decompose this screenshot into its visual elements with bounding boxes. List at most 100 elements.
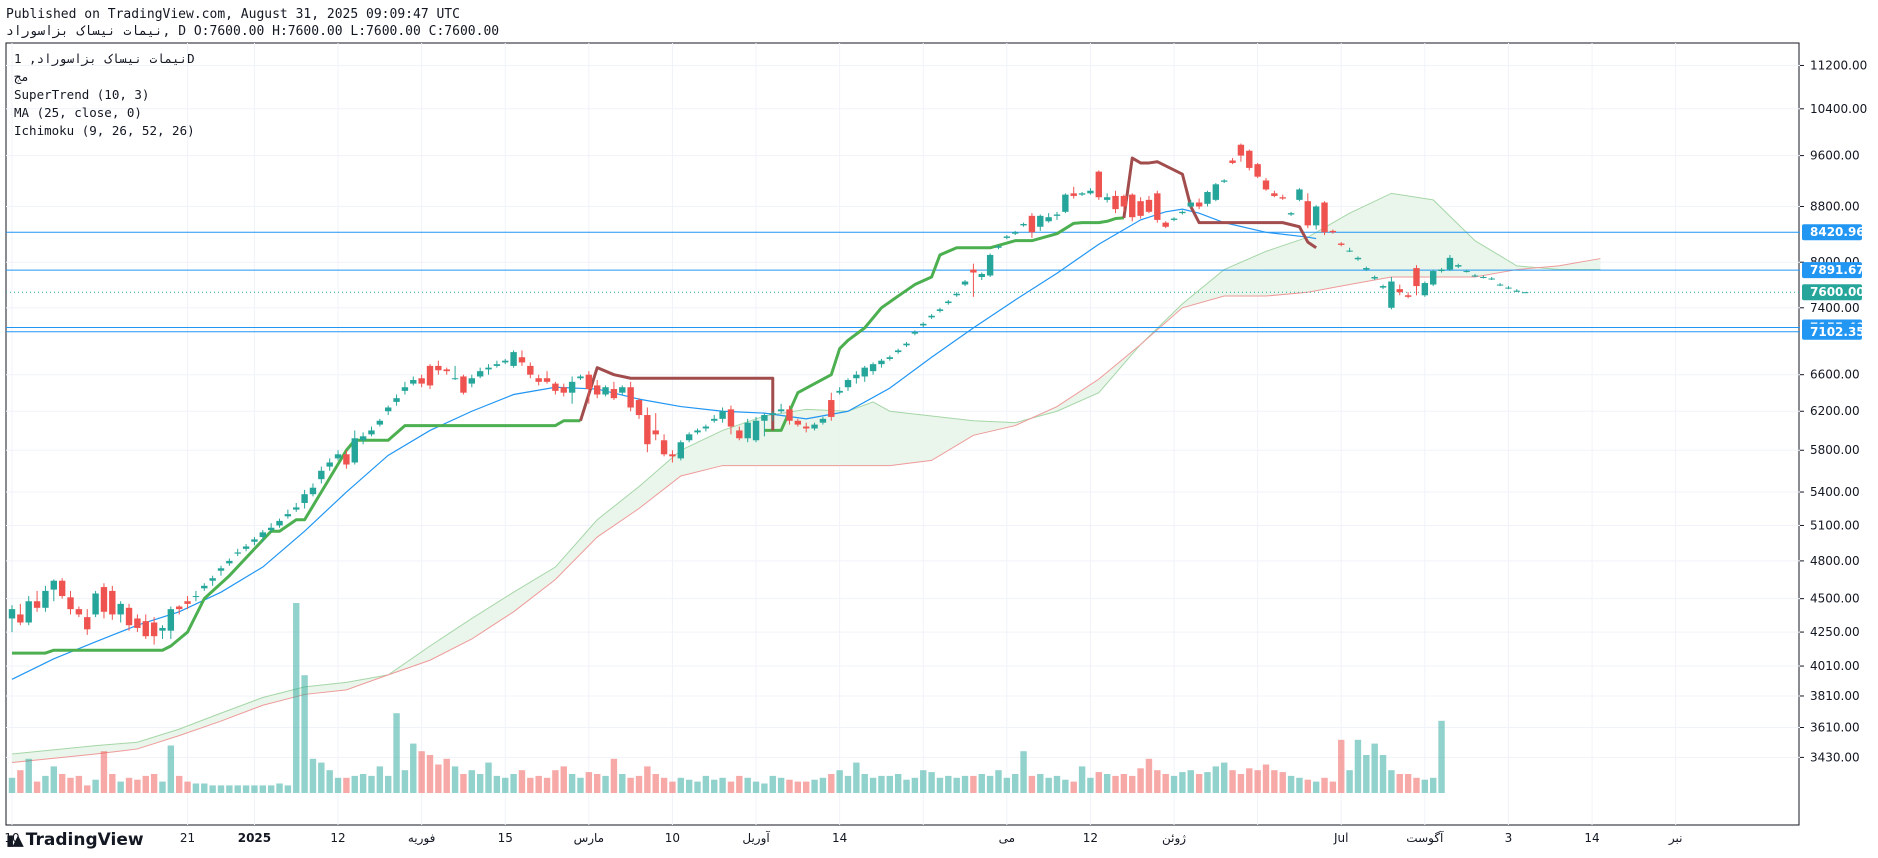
volume-bar [970,775,977,793]
candle [201,583,208,591]
candle [1078,192,1086,196]
y-tick-label: 3810.00 [1810,689,1860,703]
candle [761,413,768,437]
candle [894,348,902,354]
candle-body [1187,202,1194,207]
volume-bar [510,774,517,793]
candle-body [401,387,409,391]
candle-body [936,309,944,311]
legend-ichimoku: Ichimoku (9, 26, 52, 26) [14,123,195,138]
candle [986,253,994,278]
candle [451,365,459,381]
volume-bar [853,762,860,793]
tradingview-logo-icon: ▮▲ [6,831,24,849]
candle-body [385,407,392,412]
candle [368,426,375,437]
price-tag-box [1802,323,1862,340]
volume-bar [577,777,584,793]
volume-bar [385,775,392,793]
candle [1312,205,1320,230]
volume-bar [644,766,651,793]
candle [627,381,634,412]
time-axis[interactable]: 10 21 2025 12 فوریه 15 مارس 10 آوریل 14 می 12 ژوئن Ju… [4,830,1682,846]
volume-bar [786,779,793,793]
candle [435,360,442,375]
volume-bar [42,775,49,793]
volume-bar [1338,739,1345,793]
volume-bar [568,774,576,793]
volume-bar [134,779,141,793]
candle-body [359,436,367,441]
candle-body [343,454,350,465]
candle [8,605,16,633]
volume-bar [869,777,877,793]
volume-bar [702,775,710,793]
candle-body [660,440,668,455]
candle [1120,194,1128,212]
candle-body [284,514,292,517]
volume-bar [192,783,200,793]
volume-bar [1170,775,1178,793]
candle [1053,211,1061,220]
volume-bar [928,772,935,793]
volume-bar [736,775,743,793]
volume-bar [1162,774,1169,793]
volume-bar [401,770,409,793]
volume-bars [8,603,1445,793]
candle [552,381,559,395]
candle-body [92,593,99,615]
senkou-span-b [11,258,1601,764]
candle-body [1354,257,1362,260]
volume-bar [1103,774,1111,793]
candle [1045,213,1052,223]
candle [1003,235,1011,240]
candle-body [1053,214,1061,216]
candle [493,360,501,368]
candle-body [176,606,183,610]
supertrend-line [12,156,1318,655]
volume-bar [1321,777,1328,793]
candle-body [1271,193,1278,196]
candle-body [644,415,651,445]
candle-body [1112,195,1119,210]
candle [184,596,191,610]
price-axis[interactable]: 11200.0010400.009600.008800.008000.00740… [1800,58,1867,764]
candle [1028,213,1036,238]
volume-bar [1237,774,1245,793]
y-tick-label: 6600.00 [1810,368,1860,382]
x-tick-label: 10 [665,831,680,845]
candle [33,590,41,612]
candle-body [1463,271,1470,273]
y-tick-label: 4800.00 [1810,554,1860,568]
volume-bar [84,785,91,793]
candle-body [109,590,116,615]
candle [1304,193,1311,229]
candle [309,483,317,497]
candle [393,394,400,406]
candle-body [811,424,818,429]
candle [1254,162,1261,178]
candle [652,413,659,441]
volume-bar [25,758,32,793]
candle-body [351,438,358,463]
volume-bar [1087,777,1094,793]
candle-body [719,411,726,419]
volume-bar [1304,779,1311,793]
candle-body [242,546,250,549]
candle-body [1521,292,1529,294]
candle-body [677,442,684,459]
volume-bar [1404,774,1412,793]
candle [359,432,367,445]
candle [1329,229,1337,234]
candlesticks [8,143,1529,645]
candle-body [1338,243,1345,245]
candle-body [368,430,375,435]
y-tick-label: 11200.00 [1810,58,1867,72]
candle-body [1496,284,1504,286]
price-tag: 7600.00 [1802,284,1865,301]
candle-body [1488,278,1495,280]
volume-bar [1371,743,1378,793]
y-tick-label: 10400.00 [1810,102,1867,116]
volume-bar [468,770,475,793]
